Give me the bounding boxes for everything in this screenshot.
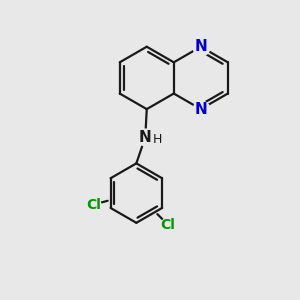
Text: H: H (153, 133, 162, 146)
Text: Cl: Cl (86, 198, 101, 212)
Text: N: N (194, 39, 207, 54)
Text: N: N (194, 102, 207, 117)
Text: Cl: Cl (160, 218, 175, 232)
Text: N: N (139, 130, 152, 145)
